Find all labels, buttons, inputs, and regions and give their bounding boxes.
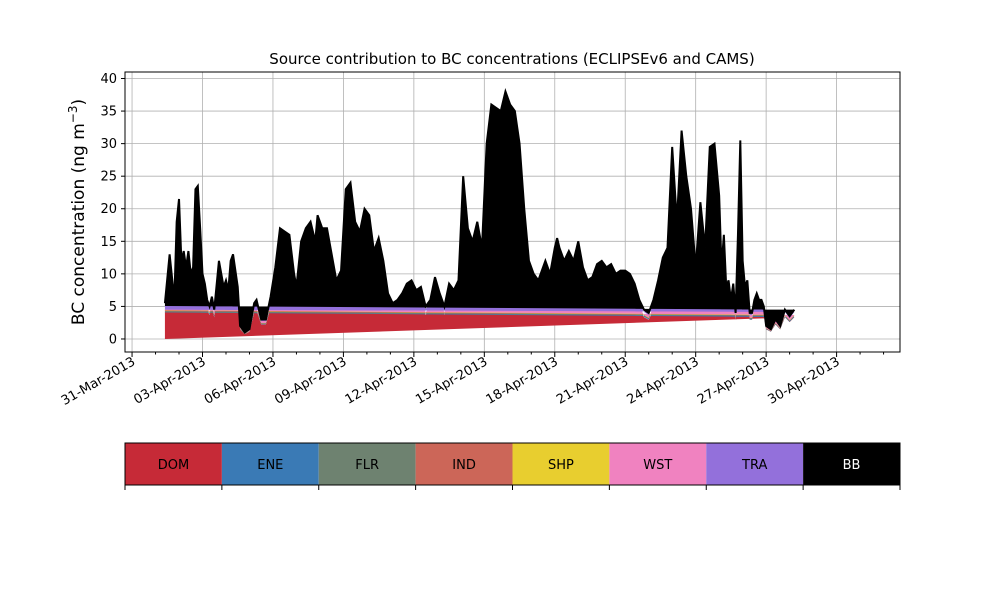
y-axis: 0 5 10 15 20 25 30 35 40 — [100, 72, 125, 347]
y-axis-label: BC concentration (ng m−3) — [66, 99, 89, 325]
legend-label-shp: SHP — [548, 458, 574, 473]
legend-label-wst: WST — [643, 458, 672, 473]
y-tick-label: 20 — [100, 202, 117, 217]
x-tick-label: 12-Apr-2013 — [343, 354, 420, 407]
legend-swatch-ene — [221, 443, 319, 485]
x-tick-label: 03-Apr-2013 — [131, 354, 208, 407]
legend-swatch-ind — [415, 443, 513, 485]
legend-swatch-tra — [706, 443, 804, 485]
legend-label-bb: BB — [843, 458, 861, 473]
legend-swatch-dom — [125, 443, 222, 485]
legend-swatch-bb — [803, 443, 900, 485]
legend-swatch-shp — [512, 443, 610, 485]
y-tick-label: 30 — [100, 137, 117, 152]
legend-swatch-flr — [318, 443, 416, 485]
legend-swatch-wst — [609, 443, 707, 485]
chart-title: Source contribution to BC concentrations… — [269, 50, 754, 68]
stacked-areas — [163, 88, 796, 339]
x-tick-label: 15-Apr-2013 — [413, 354, 490, 407]
y-tick-label: 10 — [100, 267, 117, 282]
x-tick-label: 31-Mar-2013 — [59, 354, 138, 408]
y-tick-label: 35 — [100, 105, 117, 120]
x-tick-label: 06-Apr-2013 — [202, 354, 279, 407]
y-tick-label: 0 — [109, 332, 117, 347]
legend-label-ene: ENE — [257, 458, 283, 473]
color-legend: DOM ENE FLR IND SHP WST TRA BB — [124, 442, 901, 490]
y-tick-label: 40 — [100, 72, 117, 87]
legend-label-tra: TRA — [741, 458, 767, 473]
y-tick-label: 15 — [100, 235, 117, 250]
area-bb — [164, 91, 795, 333]
legend-label-ind: IND — [452, 458, 476, 473]
y-tick-label: 5 — [109, 300, 117, 315]
x-tick-label: 18-Apr-2013 — [484, 354, 561, 407]
total-line — [163, 88, 796, 334]
plot-frame — [124, 71, 901, 353]
legend-label-dom: DOM — [158, 458, 189, 473]
x-axis: 31-Mar-201303-Apr-201306-Apr-201309-Apr-… — [59, 352, 885, 409]
x-tick-label: 21-Apr-2013 — [554, 354, 631, 407]
legend-label-flr: FLR — [355, 458, 379, 473]
x-tick-label: 27-Apr-2013 — [695, 354, 772, 407]
y-tick-label: 25 — [100, 170, 117, 185]
x-tick-label: 24-Apr-2013 — [625, 354, 702, 407]
x-tick-label: 09-Apr-2013 — [272, 354, 349, 407]
x-tick-label: 30-Apr-2013 — [765, 354, 842, 407]
